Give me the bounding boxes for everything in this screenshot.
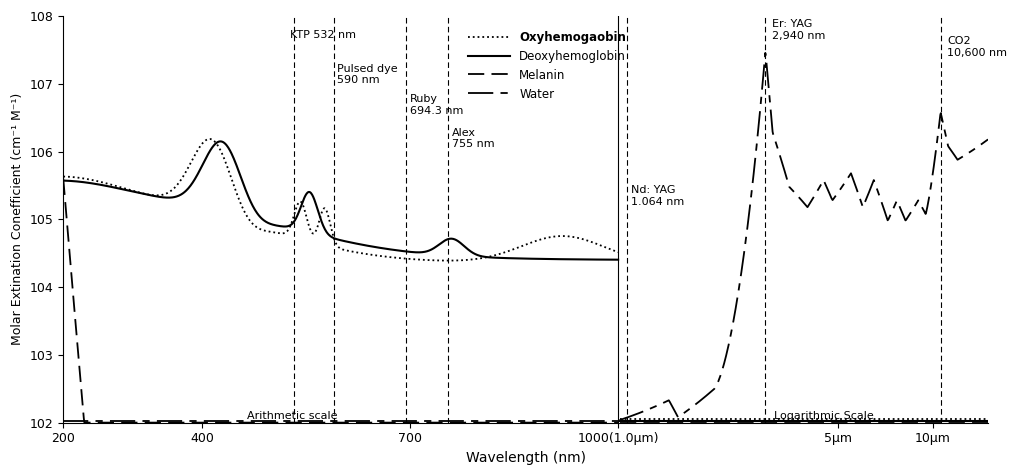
Line: Oxyhemogaobin: Oxyhemogaobin (63, 139, 618, 260)
Water (500, 418, 512, 424)
Line: Deoxyhemoglobin: Deoxyhemoglobin (63, 141, 618, 260)
Oxyhemogaobin (114, 184, 126, 190)
Melanin (57, 176, 70, 181)
Text: Nd: YAG
1.064 nm: Nd: YAG 1.064 nm (631, 186, 684, 207)
Water (301, 418, 313, 424)
Melanin (78, 420, 90, 426)
Deoxyhemoglobin (282, 223, 294, 229)
Oxyhemogaobin (282, 227, 294, 233)
Text: CO2
10,600 nm: CO2 10,600 nm (947, 37, 1007, 58)
Deoxyhemoglobin (438, 238, 451, 243)
Text: Ruby
694.3 nm: Ruby 694.3 nm (410, 94, 463, 116)
Melanin (612, 420, 625, 426)
Melanin (302, 420, 314, 426)
Melanin (115, 420, 127, 426)
Text: Logarithmic Scale: Logarithmic Scale (774, 410, 873, 421)
Oxyhemogaobin (203, 136, 215, 142)
Oxyhemogaobin (501, 249, 513, 255)
Oxyhemogaobin (490, 252, 503, 258)
Melanin (501, 420, 513, 426)
Deoxyhemoglobin (501, 255, 513, 261)
Deoxyhemoglobin (214, 139, 226, 144)
Line: Melanin: Melanin (63, 178, 618, 423)
Melanin (490, 420, 503, 426)
Y-axis label: Molar Extination Conefficient (cm⁻¹ M⁻¹): Molar Extination Conefficient (cm⁻¹ M⁻¹) (11, 93, 25, 346)
Oxyhemogaobin (442, 258, 455, 263)
Water (57, 418, 70, 424)
Deoxyhemoglobin (490, 255, 503, 261)
Oxyhemogaobin (57, 174, 70, 179)
Text: Er: YAG
2,940 nm: Er: YAG 2,940 nm (772, 20, 825, 41)
Melanin (282, 420, 294, 426)
Oxyhemogaobin (438, 258, 451, 263)
Text: KTP 532 nm: KTP 532 nm (290, 30, 355, 40)
Water (114, 418, 126, 424)
Oxyhemogaobin (612, 249, 625, 255)
Deoxyhemoglobin (57, 178, 70, 183)
Deoxyhemoglobin (114, 186, 126, 191)
Water (612, 418, 625, 424)
Water (438, 418, 451, 424)
Deoxyhemoglobin (612, 257, 625, 263)
Deoxyhemoglobin (302, 189, 314, 195)
Text: Pulsed dye
590 nm: Pulsed dye 590 nm (338, 63, 398, 85)
X-axis label: Wavelength (nm): Wavelength (nm) (466, 451, 586, 465)
Water (489, 418, 502, 424)
Text: Alex
755 nm: Alex 755 nm (452, 128, 495, 149)
Water (282, 418, 294, 424)
Melanin (438, 420, 451, 426)
Text: Arithmetic scale: Arithmetic scale (247, 410, 337, 421)
Oxyhemogaobin (302, 220, 314, 226)
Legend: Oxyhemogaobin, Deoxyhemoglobin, Melanin, Water: Oxyhemogaobin, Deoxyhemoglobin, Melanin,… (464, 26, 631, 105)
